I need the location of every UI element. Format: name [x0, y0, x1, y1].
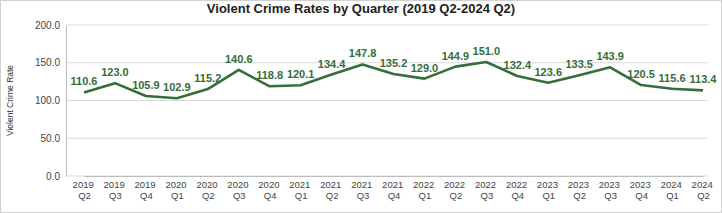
data-labels: 110.6123.0105.9102.9115.2 140.6118.8 120.1…	[71, 45, 718, 93]
x-axis-line	[85, 176, 704, 177]
x-tick: 2023 Q1	[537, 176, 561, 201]
grid-line	[66, 100, 708, 101]
x-tick: 2022 Q4	[506, 176, 530, 201]
x-tick: 2022 Q1	[413, 176, 437, 201]
y-tick-label: 200.0	[35, 20, 60, 31]
x-tick-label: 2021 Q2	[320, 179, 344, 201]
y-tick: 0.0	[46, 171, 66, 182]
data-label: 147.8	[349, 47, 377, 59]
x-tick: 2021 Q4	[382, 176, 406, 201]
x-tick: 2019 Q4	[135, 176, 159, 201]
data-label: 113.4	[690, 73, 718, 85]
x-tick-label: 2019 Q3	[104, 179, 128, 201]
y-tick-label: 50.0	[41, 133, 61, 144]
x-tick-label: 2024 Q1	[661, 179, 685, 201]
x-axis: 2019 Q2 2019 Q3 2019 Q4 2020 Q1 2020 Q2 2020 …	[73, 176, 716, 201]
x-tick: 2020 Q4	[258, 176, 282, 201]
data-label: 133.5	[565, 58, 593, 70]
x-tick: 2020 Q1	[165, 176, 189, 201]
grid	[66, 25, 708, 176]
x-tick: 2021 Q2	[320, 176, 344, 201]
x-tick: 2023 Q3	[599, 176, 623, 201]
data-label: 115.2	[194, 72, 221, 84]
y-tick: 200.0	[35, 20, 66, 31]
y-tick: 100.0	[35, 95, 66, 106]
x-tick-label: 2021 Q4	[382, 179, 406, 201]
y-tick-label: 150.0	[35, 57, 60, 68]
x-tick-label: 2019 Q4	[135, 179, 159, 201]
x-tick: 2022 Q2	[444, 176, 468, 201]
x-tick-label: 2023 Q2	[568, 179, 592, 201]
x-tick-label: 2019 Q2	[73, 179, 97, 201]
data-label: 105.9	[132, 79, 160, 91]
data-label: 151.0	[473, 45, 501, 57]
data-label: 123.0	[101, 66, 129, 78]
data-label: 129.0	[411, 62, 439, 74]
x-tick-label: 2021 Q3	[351, 179, 375, 201]
x-tick-label: 2022 Q3	[475, 179, 499, 201]
x-tick: 2022 Q3	[475, 176, 499, 201]
x-tick: 2023 Q2	[568, 176, 592, 201]
x-tick-label: 2020 Q4	[258, 179, 282, 201]
y-tick-label: 0.0	[46, 171, 60, 182]
data-label: 143.9	[596, 50, 624, 62]
x-tick-label: 2020 Q2	[196, 179, 220, 201]
data-label: 118.8	[256, 69, 283, 81]
y-axis-line	[66, 26, 67, 177]
x-tick: 2020 Q2	[196, 176, 220, 201]
data-label: 135.2	[380, 57, 408, 69]
x-tick-label: 2023 Q1	[537, 179, 561, 201]
x-tick-label: 2020 Q1	[165, 179, 189, 201]
x-tick-label: 2024 Q2	[692, 179, 716, 201]
x-tick: 2024 Q2	[692, 176, 716, 201]
y-tick: 150.0	[35, 57, 66, 68]
data-label: 144.9	[442, 50, 470, 62]
data-label: 110.6	[71, 75, 98, 87]
x-tick-label: 2023 Q4	[630, 179, 654, 201]
x-tick-label: 2022 Q1	[413, 179, 437, 201]
data-label: 102.9	[163, 81, 191, 93]
y-tick: 50.0	[41, 133, 66, 144]
x-tick: 2020 Q3	[227, 176, 251, 201]
x-tick-label: 2023 Q3	[599, 179, 623, 201]
grid-line	[66, 25, 708, 26]
y-axis-title: Violent Crime Rate	[5, 65, 15, 136]
background	[1, 1, 722, 213]
x-tick: 2023 Q4	[630, 176, 654, 201]
x-tick-label: 2022 Q2	[444, 179, 468, 201]
grid-line	[66, 176, 708, 177]
x-tick: 2021 Q3	[351, 176, 375, 201]
x-tick-label: 2020 Q3	[227, 179, 251, 201]
chart: 0.050.0100.0150.0200.02019 Q22019 Q32019…	[0, 0, 722, 213]
x-tick: 2021 Q1	[289, 176, 313, 201]
x-tick-label: 2021 Q1	[289, 179, 313, 201]
y-axis: 0.0 50.0 100.0 150.0 200.0	[35, 20, 67, 182]
data-label: 120.5	[627, 68, 655, 80]
title: Violent Crime Rates by Quarter (2019 Q2-…	[207, 1, 515, 16]
x-tick: 2019 Q3	[104, 176, 128, 201]
x-tick: 2019 Q2	[73, 176, 97, 201]
grid-line	[66, 138, 708, 139]
data-label: 134.4	[318, 58, 346, 70]
x-tick-label: 2022 Q4	[506, 179, 530, 201]
data-label: 140.6	[225, 53, 253, 65]
data-label: 132.4	[504, 59, 532, 71]
y-tick-label: 100.0	[35, 95, 60, 106]
data-label: 123.6	[534, 66, 562, 78]
data-label: 120.1	[287, 68, 315, 80]
x-tick: 2024 Q1	[661, 176, 685, 201]
data-label: 115.6	[659, 72, 686, 84]
